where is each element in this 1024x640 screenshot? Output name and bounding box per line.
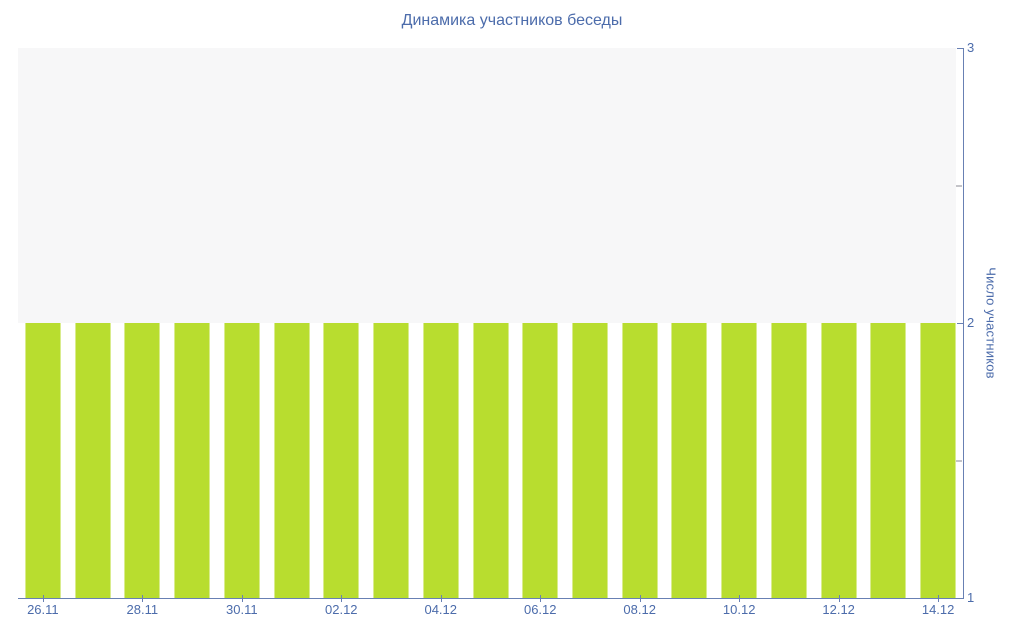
bar [472,323,509,598]
bar [373,323,410,598]
bar [870,323,907,598]
bar [770,323,807,598]
bar [820,323,857,598]
x-tick [739,595,741,602]
x-tick-label: 26.11 [27,602,59,617]
x-axis-line [18,598,964,599]
bar [323,323,360,598]
y-axis-title: Число участников [983,267,999,379]
bar [422,323,459,598]
x-tick [440,595,442,602]
x-tick-label: 30.11 [226,602,258,617]
bar [571,323,608,598]
x-tick [938,595,940,602]
bar [273,323,310,598]
bar [223,323,260,598]
x-tick-label: 12.12 [822,602,855,617]
x-tick [341,595,343,602]
x-tick-label: 06.12 [523,602,557,617]
y-major-tick [957,598,964,599]
x-tick [838,595,840,602]
bar [174,323,211,598]
x-tick-label: 08.12 [623,602,656,617]
y-major-tick [957,48,964,49]
bar [721,323,758,598]
x-tick-label: 04.12 [424,602,458,617]
bar [920,323,957,598]
x-tick [142,595,144,602]
y-tick-label: 1 [967,590,975,605]
y-tick-label: 3 [967,40,975,55]
y-major-tick [957,323,964,324]
x-tick [42,595,44,602]
x-tick-label: 14.12 [921,602,955,617]
bar [621,323,658,598]
y-tick-label: 2 [967,315,975,330]
bar [671,323,708,598]
x-tick [241,595,243,602]
plot-band-above-bars [18,48,956,323]
bar [74,323,111,598]
x-tick [540,595,542,602]
x-tick-label: 02.12 [325,602,358,617]
x-tick-label: 10.12 [722,602,756,617]
x-tick [639,595,641,602]
bar [522,323,559,598]
bar [24,323,61,598]
bar [124,323,161,598]
chart-title: Динамика участников беседы [401,12,623,29]
x-tick-label: 28.11 [126,602,159,617]
y-minor-tick [956,184,962,187]
y-minor-tick [956,459,962,462]
